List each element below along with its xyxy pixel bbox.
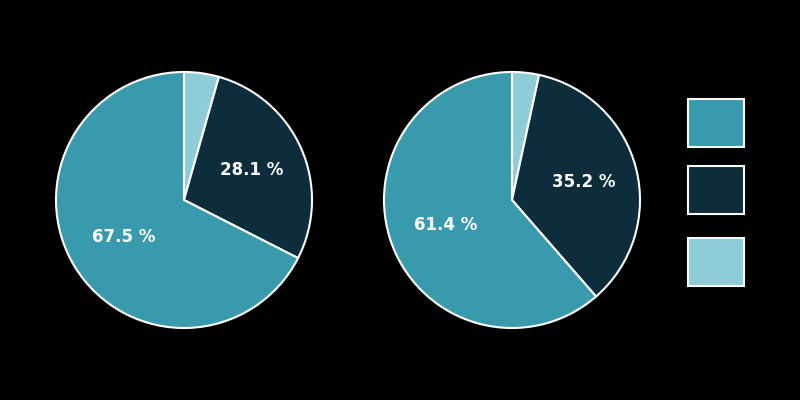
Wedge shape — [384, 72, 596, 328]
Text: 28.1 %: 28.1 % — [220, 161, 284, 179]
Text: 67.5 %: 67.5 % — [92, 228, 156, 246]
Wedge shape — [512, 75, 640, 296]
Wedge shape — [184, 77, 312, 258]
Wedge shape — [184, 72, 219, 200]
Wedge shape — [512, 72, 539, 200]
Wedge shape — [56, 72, 298, 328]
FancyBboxPatch shape — [688, 166, 744, 214]
FancyBboxPatch shape — [688, 99, 744, 147]
Text: 35.2 %: 35.2 % — [552, 172, 616, 190]
Text: 61.4 %: 61.4 % — [414, 216, 478, 234]
FancyBboxPatch shape — [688, 238, 744, 286]
